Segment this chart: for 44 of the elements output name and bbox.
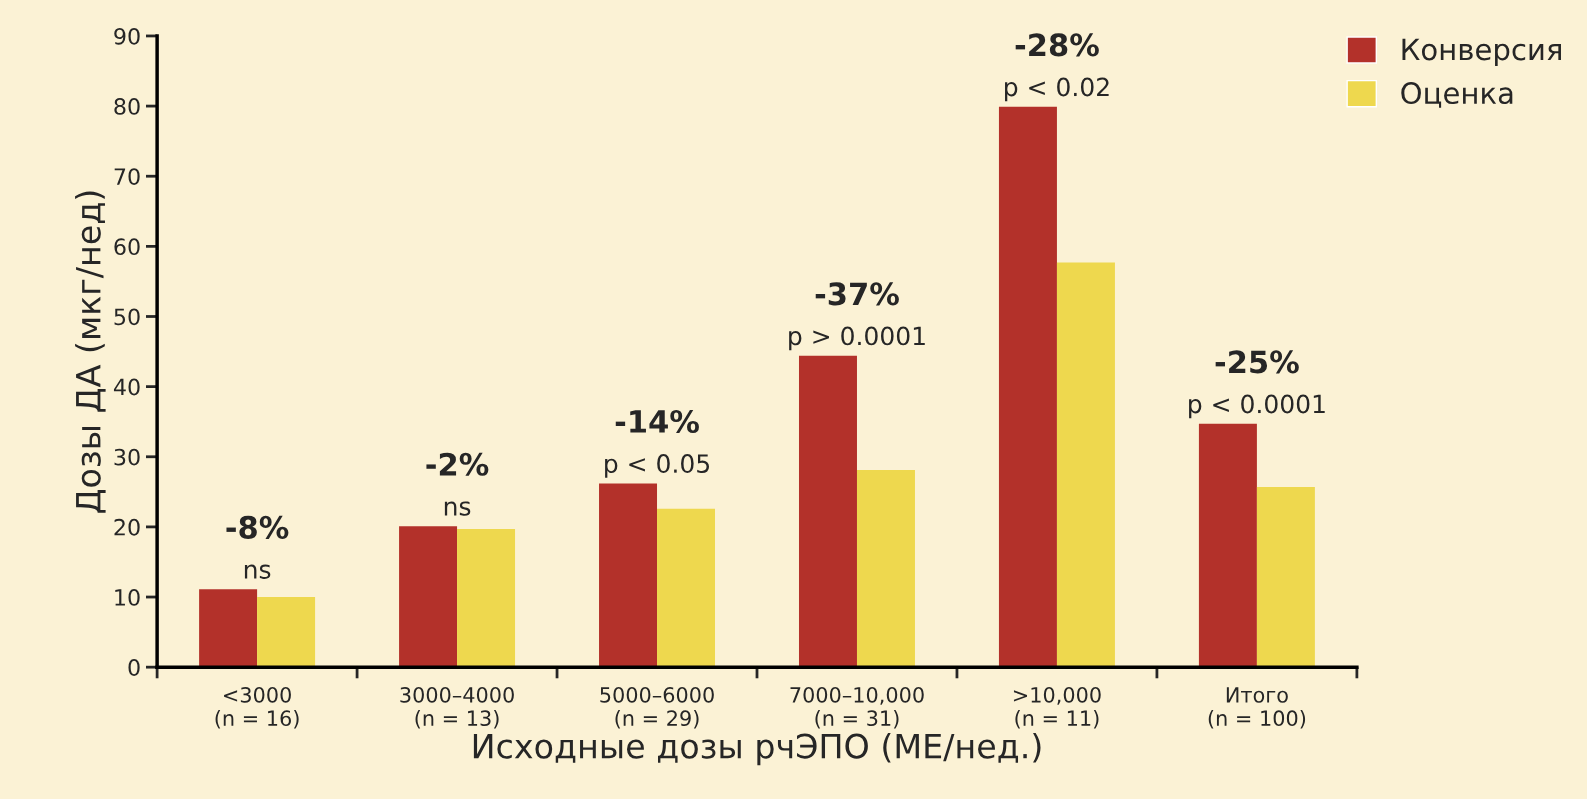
bar (457, 529, 516, 668)
x-axis-title: Исходные дозы рчЭПО (МЕ/нед.) (473, 732, 1041, 766)
y-tick-label: 0 (128, 659, 140, 676)
bar (1256, 486, 1315, 668)
annotation: -25% (1215, 350, 1299, 374)
annotation: p > 0.0001 (789, 326, 925, 351)
bar (599, 483, 658, 668)
y-tick-label: 10 (115, 588, 140, 606)
x-tick-label: <3000 (n = 16) (215, 686, 299, 729)
annotation: ns (444, 501, 471, 516)
legend-label: Конверсия (1402, 38, 1561, 67)
bar (657, 508, 716, 668)
x-tick-label: 5000–6000 (n = 29) (600, 686, 714, 729)
y-tick-label: 20 (114, 518, 140, 536)
y-tick-label: 60 (114, 238, 140, 256)
bar (798, 355, 857, 668)
annotation: -37% (815, 282, 899, 306)
y-tick-label: 40 (113, 378, 140, 396)
y-axis-title: Дозы ДА (мкг/нед) (75, 191, 106, 513)
legend-label: Оценка (1401, 82, 1513, 108)
y-tick-label: 50 (114, 308, 140, 326)
bar (1056, 262, 1115, 668)
annotation: -8% (226, 515, 289, 539)
annotation: -28% (1015, 33, 1099, 57)
y-tick-label: 90 (114, 27, 140, 45)
x-tick-label: Итого (n = 100) (1208, 687, 1306, 729)
bar (1198, 423, 1257, 668)
x-tick-label: >10,000 (n = 11) (1013, 686, 1101, 729)
annotation: p < 0.05 (605, 454, 710, 478)
bar (998, 106, 1057, 668)
annotation: -14% (615, 409, 699, 434)
bar (399, 526, 458, 668)
x-tick-label: 3000–4000 (n = 13) (400, 686, 514, 729)
bar (257, 597, 316, 668)
y-tick-label: 80 (114, 98, 140, 115)
bar (856, 470, 915, 668)
annotation: p < 0.02 (1005, 77, 1109, 102)
y-tick-label: 30 (114, 448, 140, 466)
annotation: -2% (426, 452, 489, 476)
annotation: p < 0.0001 (1189, 394, 1325, 419)
bar (199, 589, 258, 668)
x-tick-label: 7000–10,000 (n = 31) (790, 686, 924, 729)
y-tick-label: 70 (114, 168, 140, 185)
annotation: ns (244, 564, 271, 579)
